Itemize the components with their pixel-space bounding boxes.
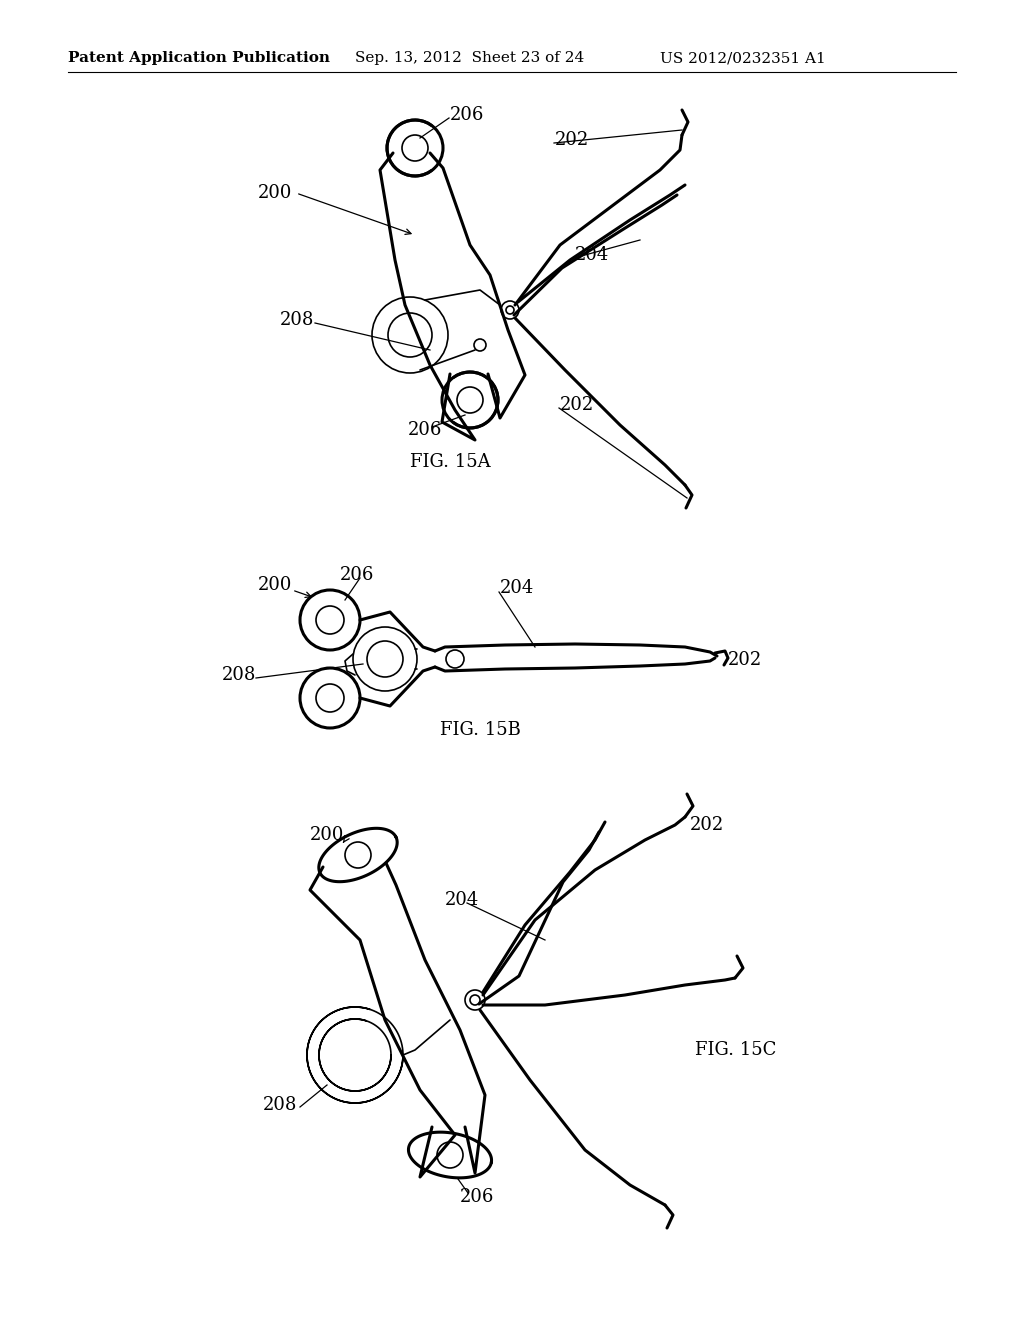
Text: FIG. 15B: FIG. 15B bbox=[439, 721, 520, 739]
Text: 204: 204 bbox=[500, 579, 535, 597]
Text: FIG. 15C: FIG. 15C bbox=[695, 1041, 776, 1059]
Text: 206: 206 bbox=[408, 421, 442, 440]
Text: FIG. 15A: FIG. 15A bbox=[410, 453, 490, 471]
Text: Sep. 13, 2012  Sheet 23 of 24: Sep. 13, 2012 Sheet 23 of 24 bbox=[355, 51, 585, 65]
Text: Patent Application Publication: Patent Application Publication bbox=[68, 51, 330, 65]
Text: 200: 200 bbox=[258, 183, 293, 202]
Text: 200: 200 bbox=[310, 826, 344, 843]
Text: 202: 202 bbox=[555, 131, 589, 149]
Text: 202: 202 bbox=[690, 816, 724, 834]
Text: US 2012/0232351 A1: US 2012/0232351 A1 bbox=[660, 51, 825, 65]
Text: 204: 204 bbox=[445, 891, 479, 909]
Text: 202: 202 bbox=[728, 651, 762, 669]
Text: 206: 206 bbox=[450, 106, 484, 124]
Text: 204: 204 bbox=[575, 246, 609, 264]
Text: 202: 202 bbox=[560, 396, 594, 414]
Text: 206: 206 bbox=[460, 1188, 495, 1206]
Text: 200: 200 bbox=[258, 576, 293, 594]
Text: 206: 206 bbox=[340, 566, 375, 583]
Text: 208: 208 bbox=[263, 1096, 297, 1114]
Text: 208: 208 bbox=[222, 667, 256, 684]
Text: 208: 208 bbox=[280, 312, 314, 329]
